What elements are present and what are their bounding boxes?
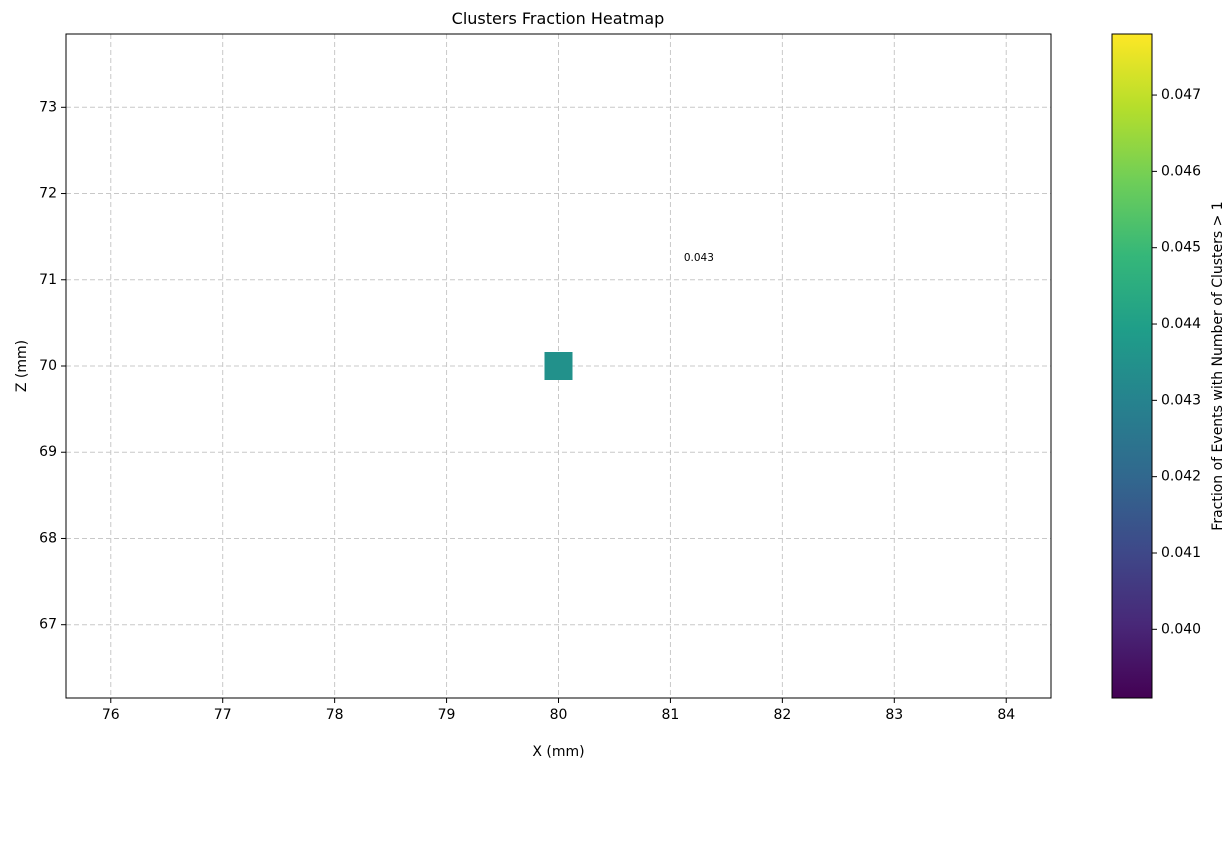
x-axis-label: X (mm)	[532, 744, 584, 760]
x-tick-label: 76	[102, 707, 120, 723]
y-tick-label: 67	[39, 617, 57, 633]
colorbar-tick-label: 0.040	[1161, 621, 1201, 637]
colorbar-tick-label: 0.043	[1161, 392, 1201, 408]
x-tick-label: 77	[214, 707, 232, 723]
colorbar-tick-label: 0.047	[1161, 87, 1201, 103]
x-tick-label: 83	[885, 707, 903, 723]
y-tick-label: 68	[39, 530, 57, 546]
y-axis-label: Z (mm)	[14, 340, 30, 392]
y-tick-label: 70	[39, 358, 57, 374]
y-tick-label: 71	[39, 272, 57, 288]
colorbar-tick-label: 0.045	[1161, 240, 1201, 256]
x-tick-label: 81	[662, 707, 680, 723]
x-tick-label: 78	[326, 707, 344, 723]
y-axis-ticks: 67 68 69 70 71 72 73	[39, 99, 66, 633]
x-tick-label: 80	[550, 707, 568, 723]
colorbar-tick-label: 0.042	[1161, 469, 1201, 485]
heatmap-cell	[544, 352, 573, 380]
colorbar-ticks: 0.040 0.041 0.042 0.043 0.044 0.045 0.046 0.047	[1152, 87, 1201, 637]
annotation-label: 0.043	[684, 252, 714, 264]
x-axis-ticks: 76 77 78 79 80 81 82 83 84	[102, 698, 1015, 723]
colorbar-tick-label: 0.041	[1161, 545, 1201, 561]
x-tick-label: 84	[997, 707, 1015, 723]
annotations: 0.043	[684, 252, 714, 264]
x-tick-label: 82	[773, 707, 791, 723]
colorbar-tick-label: 0.046	[1161, 163, 1201, 179]
y-tick-label: 73	[39, 99, 57, 115]
colorbar-tick-label: 0.044	[1161, 316, 1201, 332]
grid	[66, 34, 1051, 698]
x-tick-label: 79	[438, 707, 456, 723]
y-tick-label: 69	[39, 444, 57, 460]
colorbar	[1111, 33, 1153, 699]
y-tick-label: 72	[39, 186, 57, 202]
heatmap-cells	[544, 352, 573, 380]
colorbar-label: Fraction of Events with Number of Cluste…	[1210, 201, 1226, 530]
chart-title: Clusters Fraction Heatmap	[452, 9, 665, 28]
